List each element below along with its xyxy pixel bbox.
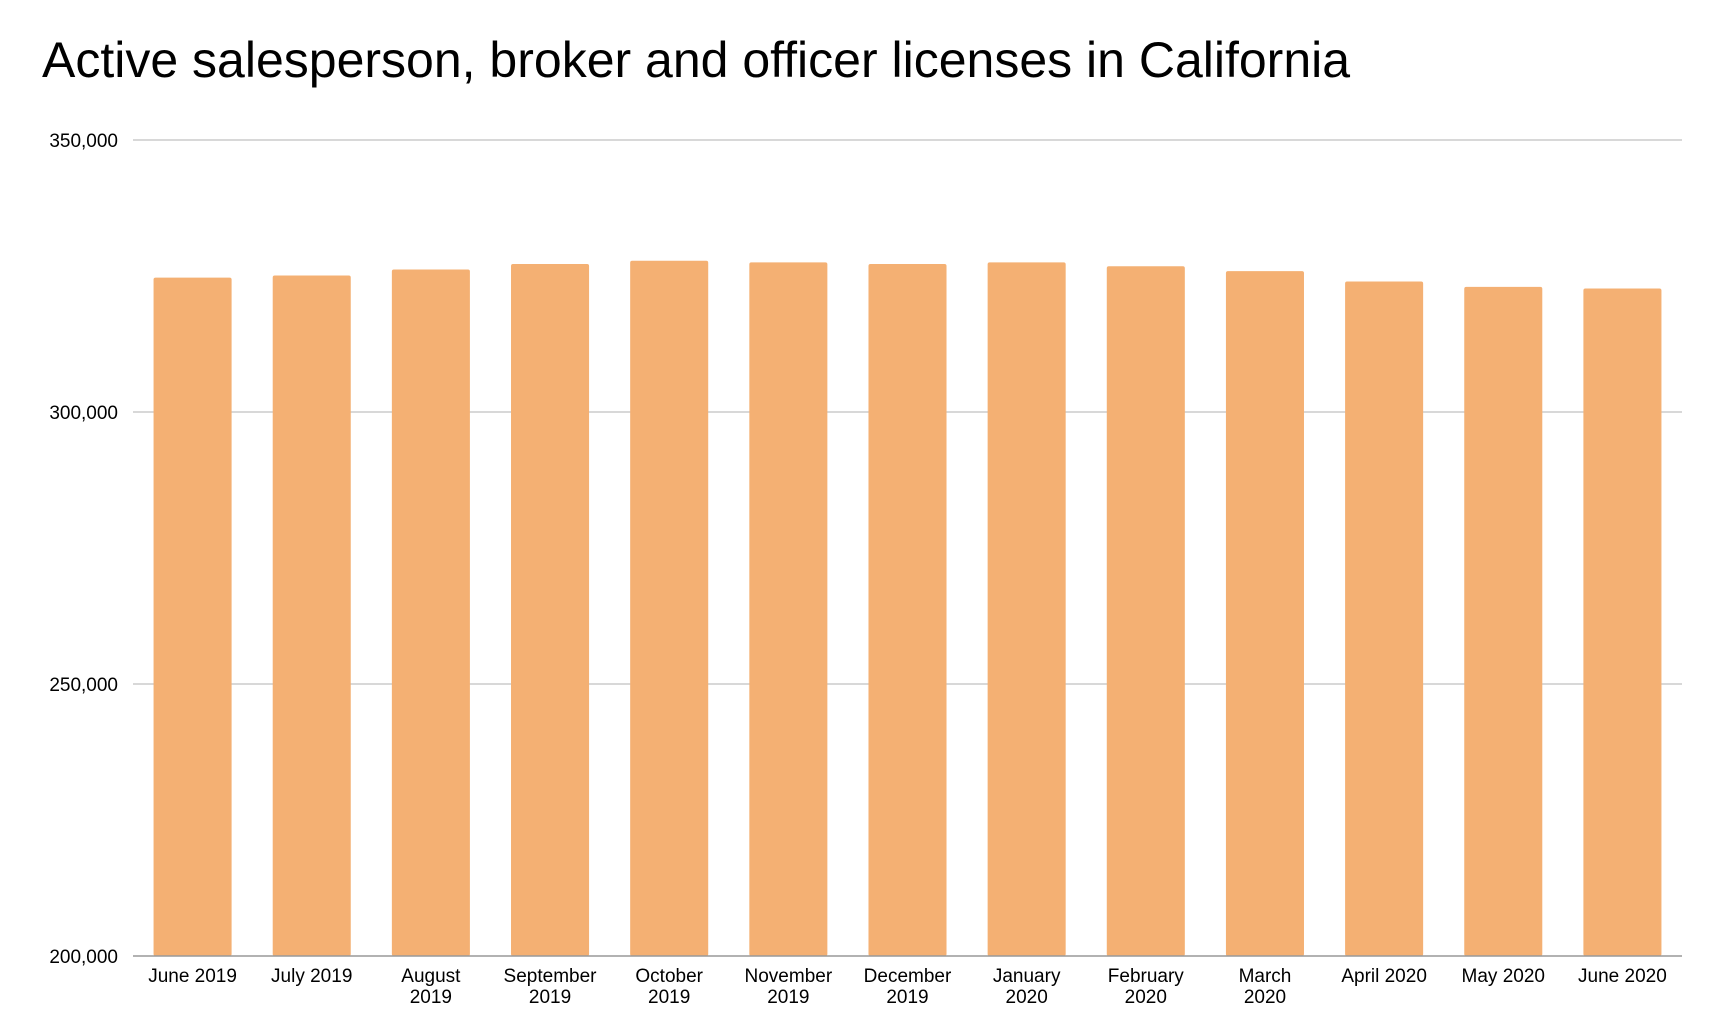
x-tick-label: February 2020 [1108, 966, 1185, 1008]
bar [153, 277, 232, 957]
x-tick-label: April 2020 [1341, 966, 1427, 987]
x-tick-label: January 2020 [993, 966, 1061, 1008]
bar [272, 275, 351, 956]
x-tick-label: March 2020 [1239, 966, 1292, 1008]
bar [749, 262, 828, 956]
bar [1345, 281, 1424, 956]
x-tick-label: October 2019 [635, 966, 703, 1008]
y-tick-label: 250,000 [49, 675, 118, 696]
x-tick-label: June 2019 [148, 966, 237, 987]
bar [868, 264, 947, 957]
bar [630, 260, 709, 956]
bar [1583, 288, 1662, 957]
y-tick-label: 350,000 [49, 131, 118, 152]
x-axis-tick-labels: June 2019 July 2019 August 2019 September 201… [148, 966, 1667, 1008]
x-tick-label: November 2019 [745, 966, 833, 1008]
bar [1106, 266, 1185, 956]
x-tick-label: July 2019 [271, 966, 352, 987]
bar [1464, 286, 1543, 956]
x-tick-label: May 2020 [1462, 966, 1545, 987]
bar [1225, 271, 1304, 956]
bars [153, 260, 1662, 957]
bar [391, 269, 470, 956]
x-tick-label: August 2019 [401, 966, 461, 1008]
y-tick-label: 300,000 [49, 403, 118, 424]
bar [511, 264, 590, 957]
x-tick-label: June 2020 [1578, 966, 1667, 987]
y-tick-label: 200,000 [49, 947, 118, 968]
x-tick-label: September 2019 [504, 966, 598, 1008]
y-axis-tick-labels: 200,000 250,000 300,000 350,000 [49, 131, 118, 968]
x-tick-label: December 2019 [864, 966, 952, 1008]
chart-title: Active salesperson, broker and officer l… [42, 32, 1351, 88]
bar [987, 262, 1066, 956]
